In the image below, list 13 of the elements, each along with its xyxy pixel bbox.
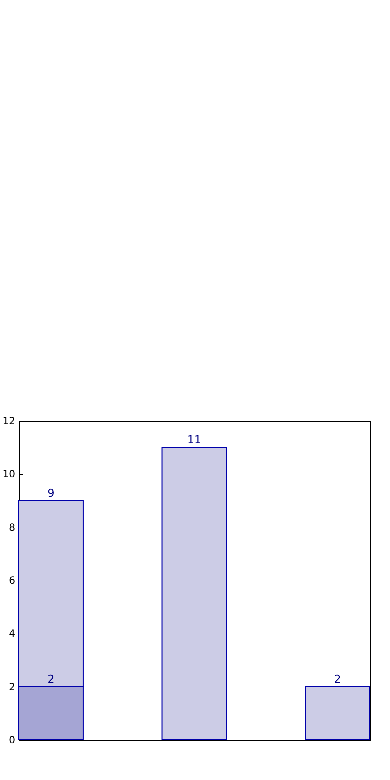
y-tick-label: 12 xyxy=(2,416,16,428)
y-tick-label: 8 xyxy=(9,522,16,534)
y-tick-label: 0 xyxy=(9,736,16,746)
total-label: 2 xyxy=(334,672,342,686)
bar xyxy=(162,447,228,740)
data-label: 2 xyxy=(48,672,55,686)
y-tick-label: 10 xyxy=(2,470,16,481)
total-label: 11 xyxy=(188,434,202,447)
y-tick-label: 4 xyxy=(9,629,16,640)
y-tick-label: 2 xyxy=(9,682,16,694)
bar xyxy=(305,686,370,740)
total-label: 9 xyxy=(48,486,55,500)
y-tick-label: 6 xyxy=(9,576,16,587)
